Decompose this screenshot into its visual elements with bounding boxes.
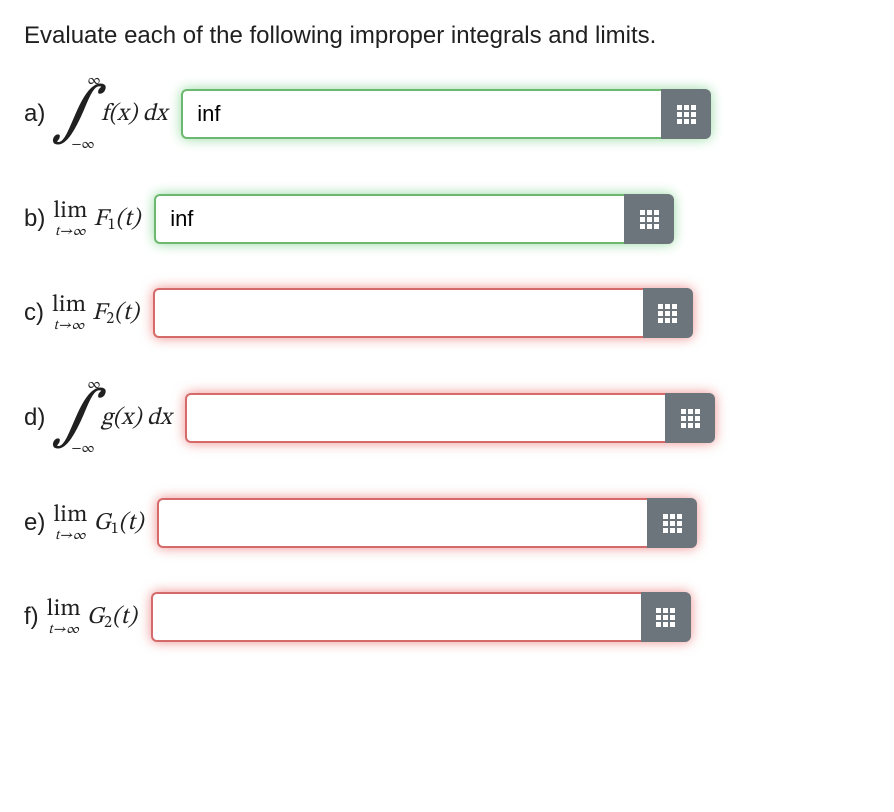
math-d: ∫ ∞ −∞ g(x) dx	[53, 382, 171, 454]
lim-func: G2(t)	[87, 602, 137, 633]
lim-to: t→∞	[55, 225, 86, 239]
letter-a: a)	[24, 100, 45, 128]
answer-input-a[interactable]	[181, 89, 661, 139]
keypad-button-c[interactable]	[643, 288, 693, 338]
question-row-a: a) ∫ ∞ −∞ f(x) dx	[24, 78, 870, 150]
keypad-icon	[681, 409, 700, 428]
integrand: g(x) dx	[101, 403, 171, 433]
label-f: f) lim t→∞ G2(t)	[24, 597, 137, 637]
question-row-c: c) lim t→∞ F2(t)	[24, 288, 870, 338]
question-row-f: f) lim t→∞ G2(t)	[24, 592, 870, 642]
integral-upper: ∞	[87, 376, 100, 394]
input-group-d	[185, 393, 715, 443]
math-e: lim t→∞ G1(t)	[53, 503, 143, 543]
lim-to: t→∞	[55, 529, 86, 543]
keypad-icon	[640, 210, 659, 229]
label-c: c) lim t→∞ F2(t)	[24, 293, 139, 333]
label-b: b) lim t→∞ F1(t)	[24, 199, 140, 239]
keypad-button-b[interactable]	[624, 194, 674, 244]
letter-d: d)	[24, 404, 45, 432]
letter-e: e)	[24, 509, 45, 537]
question-list: a) ∫ ∞ −∞ f(x) dx b)	[24, 78, 870, 642]
input-group-b	[154, 194, 674, 244]
integral-lower: −∞	[71, 136, 94, 154]
lim-func: G1(t)	[93, 508, 143, 539]
lim-label: lim	[53, 503, 87, 527]
lim-to: t→∞	[48, 623, 79, 637]
lim-func: F2(t)	[92, 298, 139, 329]
input-group-e	[157, 498, 697, 548]
label-d: d) ∫ ∞ −∞ g(x) dx	[24, 382, 171, 454]
letter-b: b)	[24, 205, 45, 233]
letter-f: f)	[24, 603, 39, 631]
question-row-b: b) lim t→∞ F1(t)	[24, 194, 870, 244]
lim-label: lim	[47, 597, 81, 621]
math-f: lim t→∞ G2(t)	[47, 597, 137, 637]
input-group-a	[181, 89, 711, 139]
keypad-button-e[interactable]	[647, 498, 697, 548]
lim-label: lim	[53, 199, 87, 223]
keypad-icon	[677, 105, 696, 124]
lim-func: F1(t)	[93, 204, 140, 235]
keypad-button-a[interactable]	[661, 89, 711, 139]
integrand: f(x) dx	[101, 99, 167, 129]
answer-input-c[interactable]	[153, 288, 643, 338]
keypad-icon	[663, 514, 682, 533]
input-group-f	[151, 592, 691, 642]
question-prompt: Evaluate each of the following improper …	[24, 22, 870, 50]
math-a: ∫ ∞ −∞ f(x) dx	[53, 78, 167, 150]
input-group-c	[153, 288, 693, 338]
math-b: lim t→∞ F1(t)	[53, 199, 140, 239]
integral-upper: ∞	[87, 72, 100, 90]
keypad-icon	[658, 304, 677, 323]
answer-input-e[interactable]	[157, 498, 647, 548]
lim-to: t→∞	[54, 319, 85, 333]
label-e: e) lim t→∞ G1(t)	[24, 503, 143, 543]
letter-c: c)	[24, 299, 44, 327]
question-row-d: d) ∫ ∞ −∞ g(x) dx	[24, 382, 870, 454]
keypad-button-f[interactable]	[641, 592, 691, 642]
keypad-icon	[656, 608, 675, 627]
keypad-button-d[interactable]	[665, 393, 715, 443]
answer-input-d[interactable]	[185, 393, 665, 443]
integral-lower: −∞	[71, 440, 94, 458]
question-row-e: e) lim t→∞ G1(t)	[24, 498, 870, 548]
math-c: lim t→∞ F2(t)	[52, 293, 139, 333]
lim-label: lim	[52, 293, 86, 317]
answer-input-b[interactable]	[154, 194, 624, 244]
answer-input-f[interactable]	[151, 592, 641, 642]
label-a: a) ∫ ∞ −∞ f(x) dx	[24, 78, 167, 150]
